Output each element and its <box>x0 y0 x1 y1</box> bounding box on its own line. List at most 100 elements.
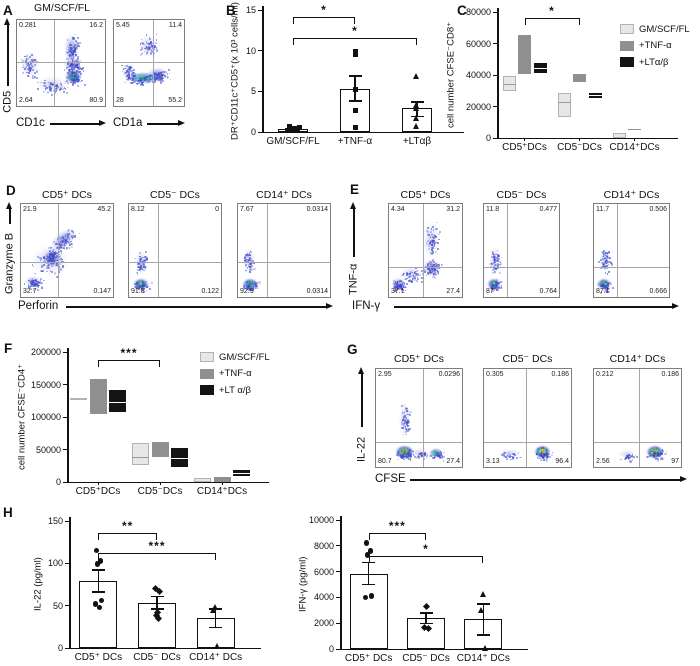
flow-g-1-dot <box>404 452 407 454</box>
flow-a-2-dot <box>130 72 133 75</box>
data-point-circle <box>367 548 374 554</box>
flow-g-2-dot <box>539 452 541 455</box>
flow-g-2-dot <box>539 458 543 461</box>
flow-g-3-dot <box>626 455 629 457</box>
flow-e-1-dot <box>427 240 430 242</box>
flow-d-1-dot <box>61 247 63 250</box>
x-category-label: CD5⁻DCs <box>137 486 183 497</box>
flow-d-1-dot <box>36 281 39 284</box>
flow-e-1-dot <box>433 229 435 231</box>
flow-e-1-dot <box>395 281 398 284</box>
flow-a-2-dot <box>166 77 169 79</box>
flow-e-3-dot <box>607 263 609 265</box>
flow-a-2-dot <box>125 67 127 70</box>
flow-e-1-dot <box>433 273 436 276</box>
flow-a-2-dot <box>143 77 146 80</box>
flow-g-1-dot <box>404 419 407 423</box>
flow-e-1-dot <box>425 266 428 268</box>
flow-e-1-dot <box>399 284 401 287</box>
flow-a-1-dot <box>79 75 81 78</box>
flow-d-1-dot <box>60 252 62 254</box>
flow-a-2-dot <box>152 52 155 55</box>
flow-e-1-dot <box>433 245 436 247</box>
flow-g-2-dot <box>512 453 515 456</box>
y-tick-mark <box>65 562 69 565</box>
flow-e-3-dot <box>608 287 610 290</box>
flow-d-2-dot <box>140 258 142 260</box>
flow-d-2-dot <box>136 281 139 283</box>
flow-a-1-dot <box>73 68 75 70</box>
data-point-triangle <box>477 606 484 613</box>
flow-d-1-dot <box>48 256 51 260</box>
flow-d-2-dot <box>143 259 146 261</box>
flow-e-2-dot <box>496 267 499 270</box>
flow-a-2-dot <box>156 79 159 82</box>
flow-a-1-dot <box>70 67 73 70</box>
flow-e-1-dot <box>403 283 406 285</box>
flow-a-1-dot <box>73 62 76 65</box>
flow-a-1-dot <box>77 79 80 81</box>
flow-a-1-dot <box>22 64 25 67</box>
flow-g-3-dot <box>646 456 648 458</box>
flow-e-3-dot <box>604 289 607 292</box>
flow-a-1-dot <box>35 59 37 62</box>
flow-e-3-dot <box>605 252 608 255</box>
flow-e-1-dot <box>432 270 434 273</box>
flow-d-2-dot <box>141 262 144 265</box>
flow-d-3-dot <box>246 267 248 269</box>
flow-d-1-dot <box>63 247 65 250</box>
flow-d-2-dot <box>138 286 141 289</box>
flow-a-1-dot <box>67 46 70 49</box>
flow-d-3-dot <box>247 283 249 286</box>
flow-e-1-dot <box>435 241 437 244</box>
flow-e-1-dot <box>438 263 441 266</box>
flow-a-2-dot <box>126 71 128 74</box>
flow-g-1-dot <box>406 424 408 427</box>
flow-g-2-quadrant-line-horizontal <box>484 441 571 443</box>
flow-g-1-dot <box>406 456 408 458</box>
flow-g-1-dot <box>440 453 443 455</box>
flow-d-1-dot <box>46 258 48 261</box>
flow-a-1-dot <box>75 75 77 77</box>
flow-a-1-dot <box>70 66 73 69</box>
flow-a-2-dot <box>146 41 148 43</box>
flow-g-1-quadrant-line-vertical <box>423 369 425 467</box>
flow-g-1-dot <box>433 454 435 457</box>
flow-d-2-dot <box>138 268 141 271</box>
flow-g-1-dot <box>443 451 446 454</box>
floating-bar-gm <box>502 75 516 91</box>
flow-a-1-dot <box>75 76 78 79</box>
flow-a-1-dot <box>61 88 64 91</box>
y-axis-g-arrow-head <box>358 367 365 374</box>
flow-a-2-dot <box>163 70 165 73</box>
x-category-label: +TNF-α <box>337 136 373 147</box>
flow-g-1-dot <box>409 410 412 413</box>
flow-e-2-dot <box>494 285 497 288</box>
flow-a-1-dot <box>68 53 71 56</box>
flow-d-1-dot <box>65 233 67 235</box>
error-bar-cap-bottom <box>209 626 223 629</box>
flow-a-1-dot <box>37 88 40 91</box>
flow-a-2-dot <box>146 78 148 80</box>
flow-e-1-dot <box>431 273 435 276</box>
flow-d-3-dot <box>249 270 252 272</box>
flow-a-2-dot <box>154 79 156 81</box>
flow-a-1-dot <box>71 71 74 73</box>
flow-d-1-dot <box>70 235 73 238</box>
flow-d-1-dot <box>50 257 53 260</box>
flow-d-2-plot-area: 8.12 0 91.8 0.122 <box>128 203 222 298</box>
y-tick-label: 0 <box>485 133 491 143</box>
flow-g-2-dot <box>508 455 511 458</box>
data-point-square <box>352 87 358 93</box>
flow-g-1-dot <box>407 449 410 453</box>
flow-e-2-dot <box>492 255 495 258</box>
flow-a-1-dot <box>72 67 75 70</box>
flow-d-3-dot <box>249 285 253 288</box>
flow-d-3-dot <box>249 287 252 290</box>
flow-d-1-dot <box>55 275 58 278</box>
flow-e-1-dot <box>393 288 396 291</box>
flow-a-2-dot <box>124 72 127 75</box>
flow-a-1-dot <box>76 42 79 45</box>
flow-a-2-dot <box>149 46 152 49</box>
flow-d-3-dot <box>252 286 255 289</box>
